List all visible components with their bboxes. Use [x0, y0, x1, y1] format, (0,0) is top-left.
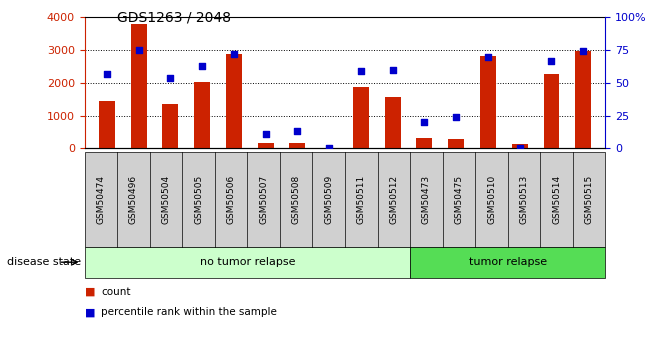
Bar	[131, 24, 146, 148]
Point	[355, 68, 366, 74]
Text: ■: ■	[85, 287, 95, 296]
Point	[102, 71, 112, 76]
Text: GSM50513: GSM50513	[519, 175, 529, 224]
Text: GSM50496: GSM50496	[129, 175, 138, 224]
Text: GSM50504: GSM50504	[161, 175, 171, 224]
Point	[292, 129, 303, 134]
Text: GSM50515: GSM50515	[585, 175, 594, 224]
Point	[514, 146, 525, 151]
Text: GSM50511: GSM50511	[357, 175, 366, 224]
Bar	[385, 97, 400, 148]
Point	[197, 63, 207, 69]
Bar	[575, 51, 591, 148]
Point	[419, 119, 430, 125]
Bar	[480, 56, 496, 148]
Bar	[99, 101, 115, 148]
Bar	[449, 139, 464, 148]
Text: tumor relapse: tumor relapse	[469, 257, 547, 267]
Text: GSM50508: GSM50508	[292, 175, 301, 224]
Text: GSM50514: GSM50514	[552, 175, 561, 224]
Point	[546, 58, 557, 63]
Bar	[544, 74, 559, 148]
Bar	[226, 54, 242, 148]
Text: ■: ■	[85, 307, 95, 317]
Text: GSM50505: GSM50505	[194, 175, 203, 224]
Bar	[194, 82, 210, 148]
Text: percentile rank within the sample: percentile rank within the sample	[101, 307, 277, 317]
Text: GSM50512: GSM50512	[389, 175, 398, 224]
Text: GSM50474: GSM50474	[96, 175, 105, 224]
Point	[260, 131, 271, 137]
Text: no tumor relapse: no tumor relapse	[200, 257, 295, 267]
Text: GDS1263 / 2048: GDS1263 / 2048	[117, 10, 231, 24]
Text: GSM50507: GSM50507	[259, 175, 268, 224]
Bar	[353, 87, 369, 148]
Text: disease state: disease state	[7, 257, 81, 267]
Text: GSM50509: GSM50509	[324, 175, 333, 224]
Point	[229, 51, 239, 57]
Bar	[417, 138, 432, 148]
Point	[165, 75, 176, 80]
Point	[387, 67, 398, 72]
Text: count: count	[101, 287, 130, 296]
Text: GSM50473: GSM50473	[422, 175, 431, 224]
Point	[451, 114, 462, 120]
Text: GSM50506: GSM50506	[227, 175, 236, 224]
Text: GSM50510: GSM50510	[487, 175, 496, 224]
Text: GSM50475: GSM50475	[454, 175, 464, 224]
Bar	[290, 143, 305, 148]
Bar	[163, 105, 178, 148]
Point	[483, 54, 493, 59]
Point	[324, 146, 335, 151]
Point	[133, 47, 144, 53]
Bar	[258, 143, 273, 148]
Point	[578, 49, 589, 54]
Bar	[512, 145, 527, 148]
